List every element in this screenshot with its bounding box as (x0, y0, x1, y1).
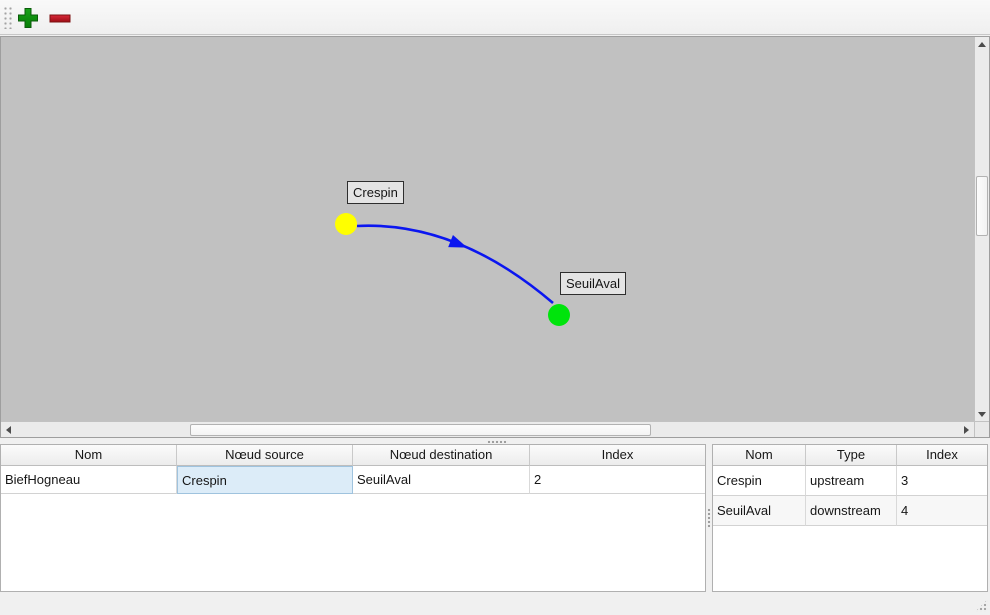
cell-index[interactable]: 3 (897, 466, 987, 496)
toolbar-drag-handle[interactable] (3, 6, 12, 29)
cell-type[interactable]: downstream (806, 496, 897, 526)
splitter-grip-icon (707, 508, 711, 529)
header-nom[interactable]: Nom (713, 445, 806, 466)
scroll-left-button[interactable] (1, 422, 16, 437)
scrollbar-corner (974, 421, 989, 437)
header-index[interactable]: Index (897, 445, 987, 466)
table-row: SeuilAval downstream 4 (713, 496, 987, 526)
header-type[interactable]: Type (806, 445, 897, 466)
vertical-scrollbar[interactable] (974, 37, 989, 422)
node-table: Nom Type Index Crespin upstream 3 SeuilA… (712, 444, 988, 592)
header-noeud-destination[interactable]: Nœud destination (353, 445, 530, 466)
vertical-scrollbar-thumb[interactable] (976, 176, 988, 236)
node-seuilaval[interactable] (548, 304, 570, 326)
header-index[interactable]: Index (530, 445, 705, 466)
cell-type[interactable]: upstream (806, 466, 897, 496)
reach-table-header: Nom Nœud source Nœud destination Index (1, 445, 705, 466)
header-noeud-source[interactable]: Nœud source (177, 445, 353, 466)
node-crespin[interactable] (335, 213, 357, 235)
cell-index[interactable]: 4 (897, 496, 987, 526)
cell-noeud-source-selected[interactable]: Crespin (177, 466, 353, 494)
table-row: BiefHogneau Crespin SeuilAval 2 (1, 466, 705, 494)
scroll-up-button[interactable] (975, 37, 989, 52)
toolbar (0, 0, 990, 35)
plus-icon (18, 8, 38, 28)
node-label-crespin[interactable]: Crespin (347, 181, 404, 204)
splitter-grip-icon (487, 440, 508, 443)
table-row: Crespin upstream 3 (713, 466, 987, 496)
node-table-header: Nom Type Index (713, 445, 987, 466)
reach-table: Nom Nœud source Nœud destination Index B… (0, 444, 706, 592)
header-nom[interactable]: Nom (1, 445, 177, 466)
arrow-left-icon (6, 425, 11, 434)
node-label-seuilaval[interactable]: SeuilAval (560, 272, 626, 295)
minus-icon (49, 14, 71, 23)
cell-nom[interactable]: BiefHogneau (1, 466, 177, 494)
window-resize-grip[interactable] (975, 599, 988, 612)
horizontal-scrollbar-thumb[interactable] (190, 424, 651, 436)
scroll-right-button[interactable] (959, 422, 974, 437)
cell-index[interactable]: 2 (530, 466, 705, 494)
arrow-up-icon (978, 42, 986, 47)
horizontal-splitter[interactable] (0, 438, 990, 444)
scroll-down-button[interactable] (975, 407, 989, 422)
cell-nom[interactable]: Crespin (713, 466, 806, 496)
add-button[interactable] (15, 5, 41, 31)
canvas-viewport[interactable]: Crespin SeuilAval (1, 37, 974, 422)
remove-button[interactable] (47, 5, 73, 31)
horizontal-scrollbar[interactable] (1, 421, 974, 437)
network-graphics-view: Crespin SeuilAval (0, 36, 990, 438)
arrow-right-icon (964, 425, 969, 434)
edge-arrowhead-icon (448, 235, 468, 248)
vertical-splitter[interactable] (706, 444, 712, 592)
cell-noeud-destination[interactable]: SeuilAval (353, 466, 530, 494)
cell-nom[interactable]: SeuilAval (713, 496, 806, 526)
arrow-down-icon (978, 412, 986, 417)
